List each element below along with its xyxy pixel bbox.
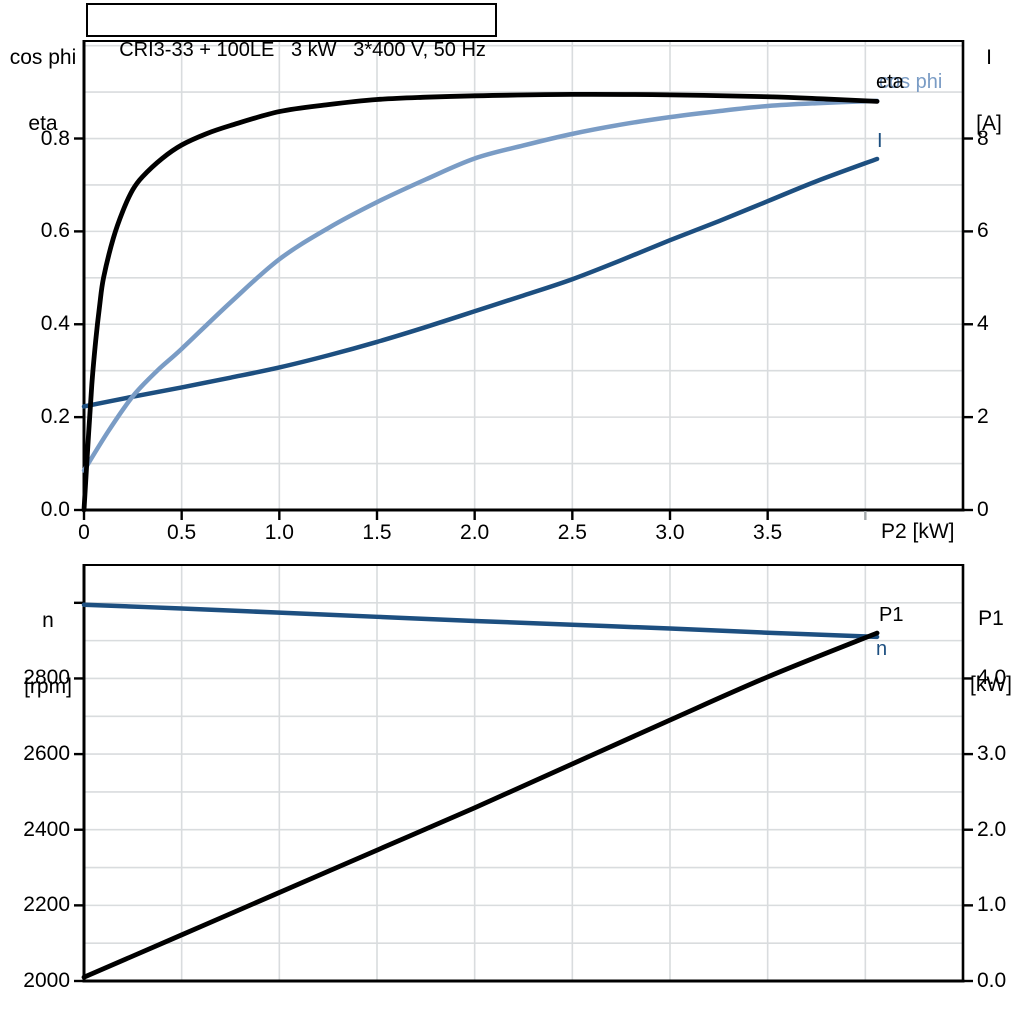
x-axis-tick-label: 3.0 xyxy=(655,521,685,544)
x-axis-tick-label: 1.0 xyxy=(264,521,294,544)
n-curve xyxy=(81,602,880,640)
curve-label-current: I xyxy=(877,130,883,152)
x-axis-tick-label: 0 xyxy=(78,521,90,544)
right-axis-tick-label: 1.0 xyxy=(977,893,1007,917)
right-axis-tick-label: 0 xyxy=(977,498,989,521)
curve-label-cos-phi: cos phi xyxy=(879,71,943,93)
right-axis-tick-label: 3.0 xyxy=(977,742,1007,766)
left-axis-tick-label: 2400 xyxy=(23,817,70,841)
left-axis-tick-label: 2000 xyxy=(23,969,70,992)
x-axis-tick-label: 3.5 xyxy=(753,521,783,544)
left-axis-tick-label: 2800 xyxy=(23,666,70,690)
left-axis-tick-label: 2600 xyxy=(23,742,70,766)
right-axis-tick-label: 4 xyxy=(977,312,989,336)
axis-title-current: I xyxy=(986,46,992,69)
left-axis-tick-label: 0.2 xyxy=(40,405,70,429)
axis-title-eta: eta xyxy=(28,112,58,135)
left-axis-tick-label: 0.6 xyxy=(40,219,70,243)
right-axis-tick-label: 2.0 xyxy=(977,817,1007,841)
left-axis-tick-label: 0.4 xyxy=(40,312,70,336)
curve-label-p1: P1 xyxy=(879,604,904,626)
curve-label-n: n xyxy=(876,638,888,660)
axis-title-ampere-unit: [A] xyxy=(976,112,1002,135)
top-right-axis-title: I [A] xyxy=(956,3,1022,179)
left-axis-tick-label: 0.8 xyxy=(40,126,70,150)
bottom-right-axis-title: P1 [kW] xyxy=(960,564,1022,740)
axis-title-kw-unit: [kW] xyxy=(970,673,1012,696)
I-curve xyxy=(81,156,880,409)
x-axis-tick-label: 0.5 xyxy=(167,521,197,544)
right-axis-tick-label: 2 xyxy=(977,405,989,429)
right-axis-tick-label: 8 xyxy=(977,126,989,150)
x-axis-tick-label: 2.0 xyxy=(460,521,490,544)
bottom-left-axis-title: n [rpm] xyxy=(6,566,90,742)
chart-title: CRI3-33 + 100LE 3 kW 3*400 V, 50 Hz xyxy=(119,39,486,61)
right-axis-tick-label: 6 xyxy=(977,219,989,243)
curve-label-eta: eta xyxy=(876,71,904,93)
right-axis-tick-label: 4.0 xyxy=(977,666,1007,690)
top-left-axis-title: cos phi eta xyxy=(2,3,84,179)
axis-title-n: n xyxy=(42,609,54,632)
x-axis-tick-label: 1.5 xyxy=(362,521,392,544)
x-axis-tick-label: 2.5 xyxy=(557,521,587,544)
left-axis-tick-label: 0.0 xyxy=(40,498,70,521)
chart-title-box: CRI3-33 + 100LE 3 kW 3*400 V, 50 Hz xyxy=(86,3,497,61)
P1-curve xyxy=(81,630,880,980)
left-axis-tick-label: 2200 xyxy=(23,893,70,917)
eta-curve xyxy=(81,91,880,513)
cos_phi-curve xyxy=(81,98,880,473)
right-axis-tick-label: 0.0 xyxy=(977,969,1007,992)
x-axis-label-p2: P2 [kW] xyxy=(881,520,955,543)
axis-title-p1: P1 xyxy=(978,607,1004,630)
axis-title-rpm-unit: [rpm] xyxy=(24,675,72,698)
axis-title-cos-phi: cos phi xyxy=(9,46,77,69)
